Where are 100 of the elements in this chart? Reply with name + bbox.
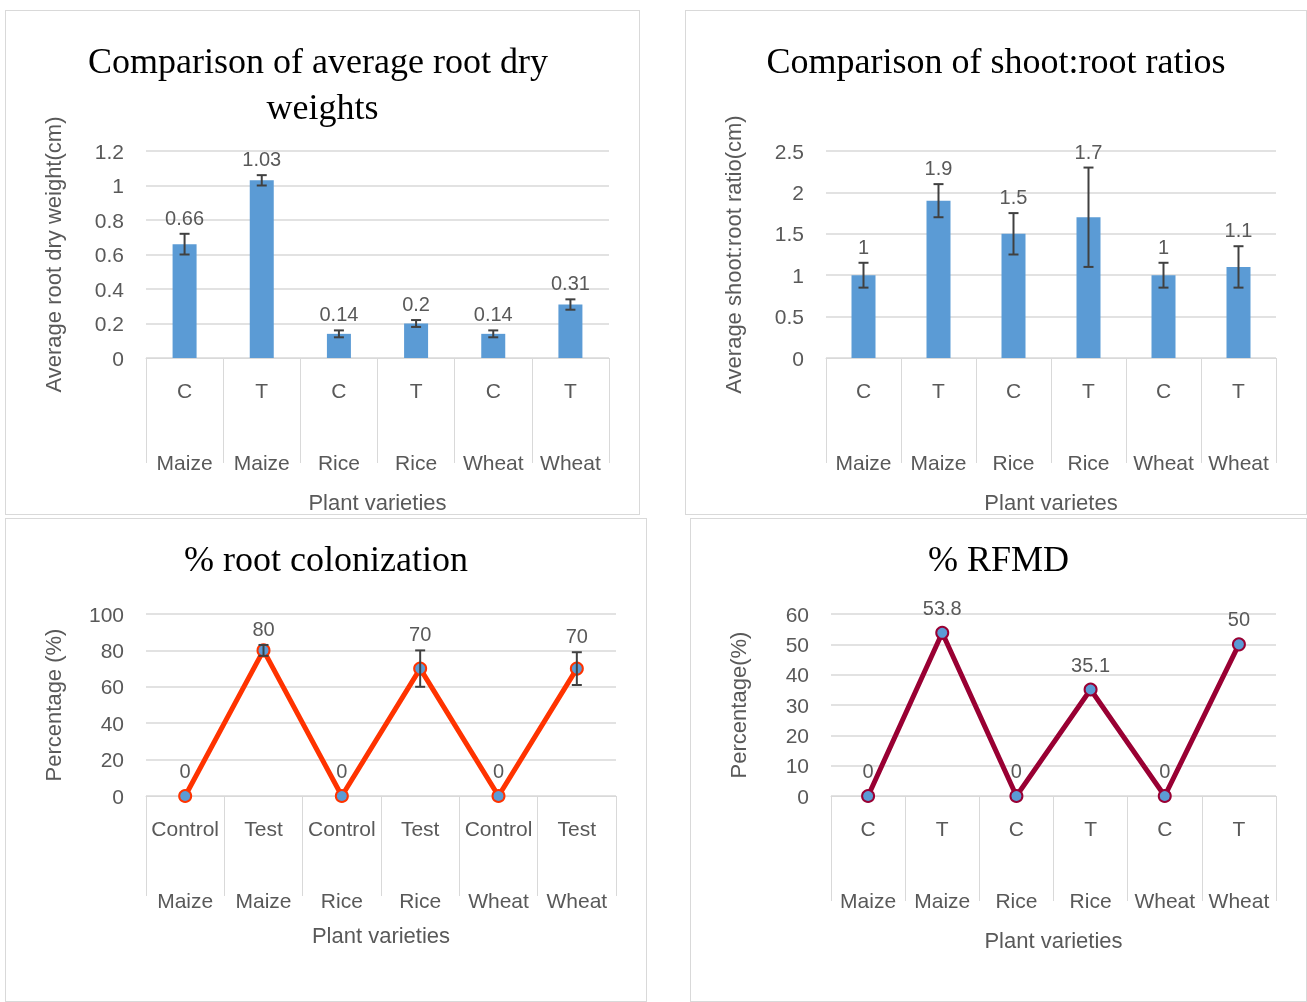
category-label: C Rice [995,816,1038,912]
point [1083,682,1098,697]
data-label: 0 [1159,760,1171,782]
data-label: 0 [492,760,505,782]
category-label: T Wheat [1208,378,1269,474]
chart-title: % RFMD [927,539,1070,579]
chart-title: Comparison of shoot:root ratios [766,41,1226,81]
category-label: T Maize [910,378,967,474]
category-label: T Rice [1067,378,1110,474]
bar [172,244,197,358]
x-axis-title: Plant varieties [311,922,451,948]
y-tick-label: 60 [100,675,124,699]
category-label: T Wheat [1208,816,1270,912]
category-label: C Wheat [1133,378,1194,474]
category-label: Control Maize [151,816,220,912]
data-label: 0.2 [402,293,430,316]
bar [404,323,429,358]
data-label: 0.66 [165,206,205,229]
y-tick-label: 40 [100,711,124,735]
data-label: 70 [565,625,588,648]
point [1157,789,1172,803]
y-tick-label: 2.5 [774,139,804,163]
category-label: Control Wheat [464,816,533,912]
category-label: Test Wheat [546,816,608,912]
category-label: C Rice [317,378,360,474]
x-axis-title: Plant varieties [984,927,1123,953]
y-tick-label: 0.8 [94,208,124,232]
category-label: T Wheat [540,378,601,474]
category-label: C Maize [840,816,897,912]
chart-title: Comparison of average root dry weights [88,41,557,127]
data-label: 53.8 [922,596,962,619]
y-tick-label: 0 [112,346,124,370]
data-label: 1.7 [1074,140,1103,163]
y-tick-label: 80 [100,638,124,662]
y-tick-label: 50 [785,632,809,656]
point [1231,637,1246,652]
data-label: 1.03 [242,148,282,171]
y-tick-label: 1.2 [94,139,124,163]
y-tick-label: 1.5 [774,222,804,246]
y-tick-label: 1 [112,174,124,197]
data-label: 0 [179,760,191,782]
data-label: 70 [409,623,432,646]
y-tick-label: 0.2 [94,312,124,335]
y-tick-label: 40 [785,663,809,687]
y-axis-title: Average shoot:root ratio(cm) [720,115,746,394]
bar [326,333,351,358]
category-label: C Maize [835,378,892,474]
x-axis-title: Plant varieties [308,489,447,515]
y-tick-label: 100 [88,602,124,626]
data-label: 0 [862,760,874,782]
bar [249,180,274,358]
y-axis-title: Average root dry weight(cm) [40,116,66,393]
category-label: Control Rice [307,816,376,912]
category-label: T Maize [914,816,971,912]
bar [558,304,583,358]
bar [851,275,876,358]
y-tick-label: 0 [112,784,124,808]
data-label: 0.14 [319,303,359,326]
x-axis-title: Plant varietes [984,489,1118,515]
point [861,789,876,803]
y-tick-label: 2 [792,180,804,204]
bar [1001,233,1026,358]
category-label: Test Maize [235,816,292,912]
data-label: 1 [857,235,870,258]
category-label: T Maize [233,378,290,474]
y-tick-label: 0.4 [94,277,125,301]
data-label: 1 [1157,235,1170,258]
bar [481,333,506,358]
y-tick-label: 1 [792,263,804,287]
category-label: T Rice [1069,816,1112,912]
y-tick-label: 10 [785,754,809,778]
category-label: C Wheat [462,378,524,474]
data-label: 0.14 [473,303,513,326]
category-label: C Wheat [1134,816,1196,912]
y-axis-title: Percentage (%) [40,628,66,782]
point [935,625,950,640]
point [1009,789,1024,803]
point [491,789,506,803]
category-label: Test Rice [399,816,442,912]
data-label: 0.31 [550,272,590,295]
bar [1151,275,1176,358]
point [178,789,193,803]
bar [926,200,951,358]
category-label: C Rice [992,378,1035,474]
y-tick-label: 60 [785,602,809,626]
data-label: 1.5 [999,186,1028,209]
y-tick-label: 20 [785,723,809,747]
data-label: 50 [1227,608,1251,631]
y-tick-label: 0 [797,784,809,808]
data-label: 1.9 [924,157,953,180]
y-tick-label: 30 [785,693,809,717]
bar [1226,266,1251,358]
category-label: T Rice [395,378,438,474]
y-axis-title: Percentage(%) [725,631,751,779]
data-label: 80 [252,617,275,640]
point [334,789,349,803]
y-tick-label: 20 [100,748,124,772]
y-tick-label: 0 [792,346,804,370]
chart-title: % root colonization [184,539,468,579]
data-label: 35.1 [1071,653,1111,676]
